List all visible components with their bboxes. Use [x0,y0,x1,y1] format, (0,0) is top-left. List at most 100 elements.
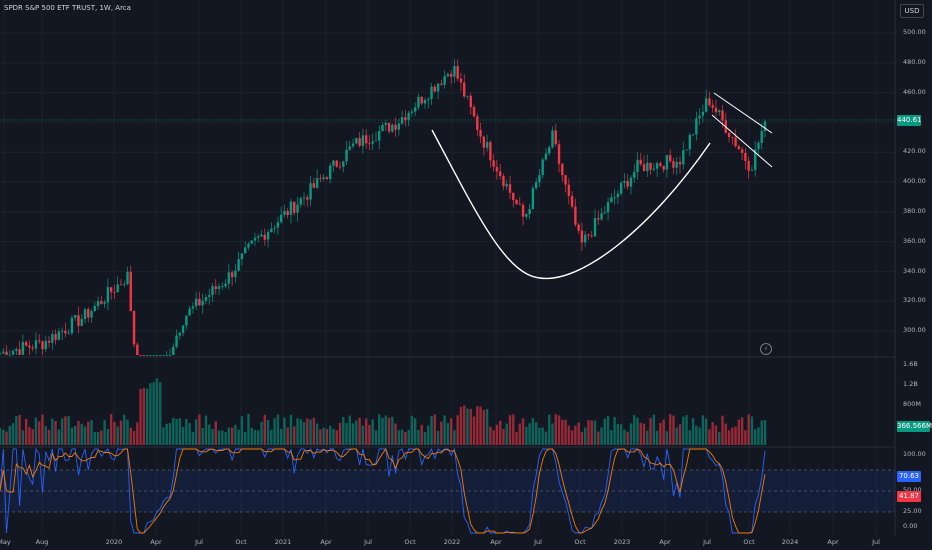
volume-bar [708,429,711,445]
candle-body [495,166,499,172]
candle-body [129,271,132,312]
stoch-lines [0,447,766,534]
volume-bar [668,414,672,445]
volume-bar [420,424,423,445]
candle-body [2,351,5,354]
candle-body [737,146,741,150]
candle-body [682,150,685,165]
volume-bar [541,427,544,445]
volume-bars [0,378,767,445]
candle-body [355,138,358,144]
time-label: Jul [534,538,542,546]
candle-body [332,160,335,166]
candle-body [188,308,191,316]
candle-body [397,123,401,130]
candle-body [208,295,211,298]
candle-body [485,142,489,148]
time-label: Jul [872,538,880,546]
volume-bar [740,417,744,445]
volume-bar [96,431,100,445]
candle-body [744,152,747,161]
lightning-icon[interactable]: ⚡ [760,343,772,355]
volume-bar [11,423,15,445]
volume-bar [557,415,561,445]
volume-bar [204,415,208,445]
candle-body [427,99,430,100]
channel-upper-line[interactable] [713,92,773,134]
candle-body [185,315,188,326]
candle-body [178,332,182,336]
volume-bar [567,425,571,445]
candle-body [508,184,512,193]
volume-bar [250,427,253,445]
volume-bar [518,423,522,445]
volume-bar [544,431,548,445]
price-label: 360.00 [903,237,926,245]
volume-bar [149,383,152,445]
candle-body [469,95,472,108]
candles [0,58,767,356]
candle-body [695,118,698,135]
volume-bar [24,418,28,445]
volume-bar [247,413,250,445]
candle-body [93,306,97,312]
volume-bar [335,430,338,445]
candle-body [44,340,47,350]
volume-bar [253,429,257,445]
volume-bar [397,430,401,445]
candle-body [528,209,531,215]
stoch-d-badge: 41.87 [897,491,921,502]
currency-button[interactable]: USD [900,4,924,18]
volume-bar [623,429,626,445]
candle-body [191,306,195,309]
time-label: Oct [743,538,755,546]
volume-bar [374,430,378,445]
volume-bar [534,422,538,445]
candle-body [691,134,695,136]
volume-bar [476,406,479,445]
candle-body [80,318,83,326]
cup-pattern-drawing[interactable] [431,129,711,280]
volume-bar [224,431,227,445]
volume-bar [698,427,701,445]
candle-body [685,149,688,151]
candle-body [590,235,593,237]
candle-body [139,355,142,356]
volume-bar [116,426,119,445]
candle-body [18,349,21,355]
candle-body [224,283,227,287]
volume-bar [191,431,195,445]
volume-bar [77,420,80,445]
candle-body [103,302,106,304]
volume-bar [613,417,616,445]
candle-body [603,212,607,214]
volume-bar [404,432,407,445]
candle-body [198,298,201,306]
volume-bar [332,428,335,445]
candle-body [302,197,306,199]
volume-bar [502,428,505,445]
candle-body [306,197,309,200]
candle-body [28,345,31,348]
channel-lower-line[interactable] [711,114,773,168]
candle-body [662,165,665,170]
volume-bar [270,429,273,445]
candle-body [243,247,247,254]
price-label: 400.00 [903,177,926,185]
candle-body [567,184,571,196]
candle-body [446,73,450,77]
volume-bar [410,415,414,445]
volume-bar [364,418,368,445]
candle-body [368,143,371,145]
volume-bar [721,415,724,445]
candle-body [708,98,711,106]
candle-body [760,131,763,143]
candle-body [57,331,61,340]
candle-body [371,141,374,144]
candle-body [557,144,561,164]
volume-bar [587,420,590,445]
volume-bar [276,414,280,445]
candle-body [616,193,620,198]
candle-body [221,286,224,287]
